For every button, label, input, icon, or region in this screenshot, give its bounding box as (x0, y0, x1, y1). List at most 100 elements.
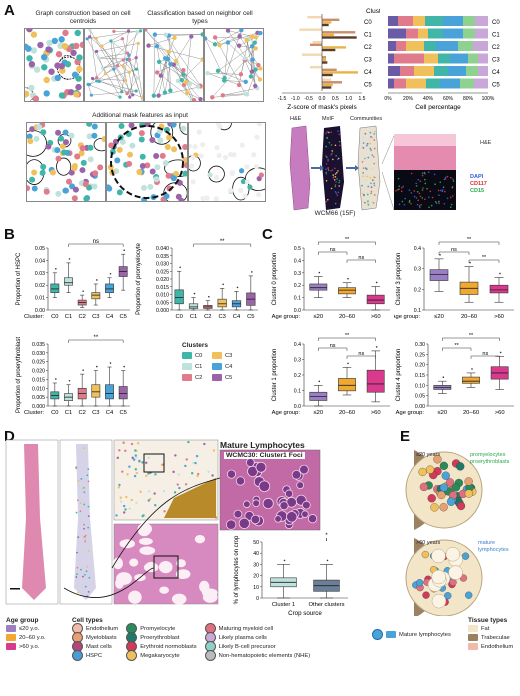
y-tick-label: 0.00 (415, 404, 425, 410)
outlier (375, 281, 378, 284)
cell-dot (32, 95, 40, 101)
marrow-cell (415, 579, 424, 587)
inset-dot (401, 186, 403, 189)
stack-segment (475, 28, 488, 39)
cluster0-age-boxplot: 0.0 0.1 0.2 0.3 0.4 0.5 Cluster 0 proportion ≤2… (272, 237, 390, 320)
stack-segment (388, 53, 394, 64)
sig-bracket (318, 347, 348, 351)
cell-dot (254, 134, 260, 140)
cell-dot (222, 78, 227, 83)
stack-segment (394, 78, 406, 89)
cell-dot (225, 29, 231, 33)
cell-dot (242, 193, 248, 199)
marrow-cell (419, 482, 429, 492)
graph-edge (145, 29, 178, 64)
cell-dot (139, 29, 143, 33)
cluster-legend-item: C1 (182, 362, 212, 371)
cell-dot (129, 142, 136, 149)
inset-dot (451, 186, 454, 189)
cell-dot (162, 160, 169, 167)
fat-cell (448, 565, 463, 580)
mask-tile-2 (106, 122, 188, 202)
panel-label-e: E (400, 428, 411, 445)
z-bar (322, 86, 332, 89)
y-tick-label: 0.4 (294, 342, 301, 348)
sig-label: ** (482, 255, 487, 261)
cell-dot (170, 175, 177, 182)
graph-edge (217, 70, 246, 83)
clusters-legend-title: Clusters (182, 342, 209, 349)
map-dot (83, 447, 86, 450)
cell-dot (134, 67, 139, 71)
z-category-label: C4 (364, 70, 372, 76)
x-prefix-label: Age group: (272, 314, 301, 320)
x-tick-label: 40% (423, 96, 434, 102)
x-tick-label: C0 (175, 314, 182, 320)
cell-dot (147, 183, 154, 190)
neighborhood-ring (110, 125, 184, 199)
zoom-dot (126, 473, 129, 476)
cell-dot (26, 29, 33, 33)
stack-segment (443, 28, 463, 39)
graph-edge (175, 36, 192, 62)
lymphocyte (286, 511, 298, 523)
outlier (442, 376, 445, 378)
fat-vacuole (116, 572, 132, 585)
z-bar (322, 78, 332, 81)
box (489, 284, 509, 294)
stack-segment (388, 66, 400, 76)
inset-dot (417, 178, 420, 181)
community-dot (364, 132, 367, 135)
graph-edge (153, 34, 156, 96)
cell-dot (154, 70, 160, 75)
community-dot (370, 150, 372, 153)
sig-label: ** (469, 333, 474, 339)
x-tick-label: C1 (65, 410, 72, 416)
y-tick-label: 0.30 (415, 342, 425, 348)
community-dot (364, 201, 366, 204)
y-tick-label: 0.20 (415, 363, 425, 369)
legend-item: Likely B-cell precursor (204, 641, 311, 652)
stack-segment (474, 78, 488, 89)
zoom-dot (192, 461, 195, 465)
y-tick-label: 0.040 (156, 246, 169, 252)
cell-dot (183, 79, 189, 85)
cell-dot (247, 184, 253, 190)
mxif-dot (328, 131, 330, 134)
fat-vacuole (159, 586, 169, 594)
zoom-dot (184, 483, 188, 486)
z-bar (322, 48, 336, 52)
outlier (82, 290, 84, 292)
x-tick-label: 80% (463, 96, 474, 102)
marrow-cell (451, 483, 461, 492)
map-dot (87, 526, 90, 529)
y-axis-label: % of lymphocytes on crop (234, 535, 240, 604)
zoom-dot (184, 464, 187, 468)
map-dot (84, 538, 87, 541)
mature-lymphocytes-label: Mature lymphocytes (399, 631, 451, 638)
mxif-label: MxIF (322, 116, 335, 122)
cell-dot (94, 49, 99, 54)
mxif-dot (330, 154, 332, 156)
cell-dot (196, 129, 202, 135)
graph-edge (187, 92, 201, 100)
cell-dot (214, 174, 220, 181)
inset-dot (428, 196, 430, 198)
community-dot (373, 184, 376, 187)
x-tick-label: 0.5 (332, 96, 339, 102)
cell-dot (86, 133, 93, 140)
inset-he-label: H&E (480, 140, 492, 146)
cell-dot (27, 133, 33, 140)
community-dot (364, 175, 367, 178)
inset-dot (402, 185, 405, 188)
zoom-dot (122, 504, 126, 508)
community-dot (373, 147, 376, 150)
cell-dot (61, 42, 69, 50)
zoom-dot (207, 470, 210, 474)
mxif-dot (325, 179, 328, 182)
x-tick-label: 1.5 (359, 96, 366, 102)
inset-dot (452, 180, 455, 182)
trabecula (164, 478, 216, 518)
x-tick-label: 100% (482, 96, 495, 102)
map-dot (75, 576, 78, 578)
